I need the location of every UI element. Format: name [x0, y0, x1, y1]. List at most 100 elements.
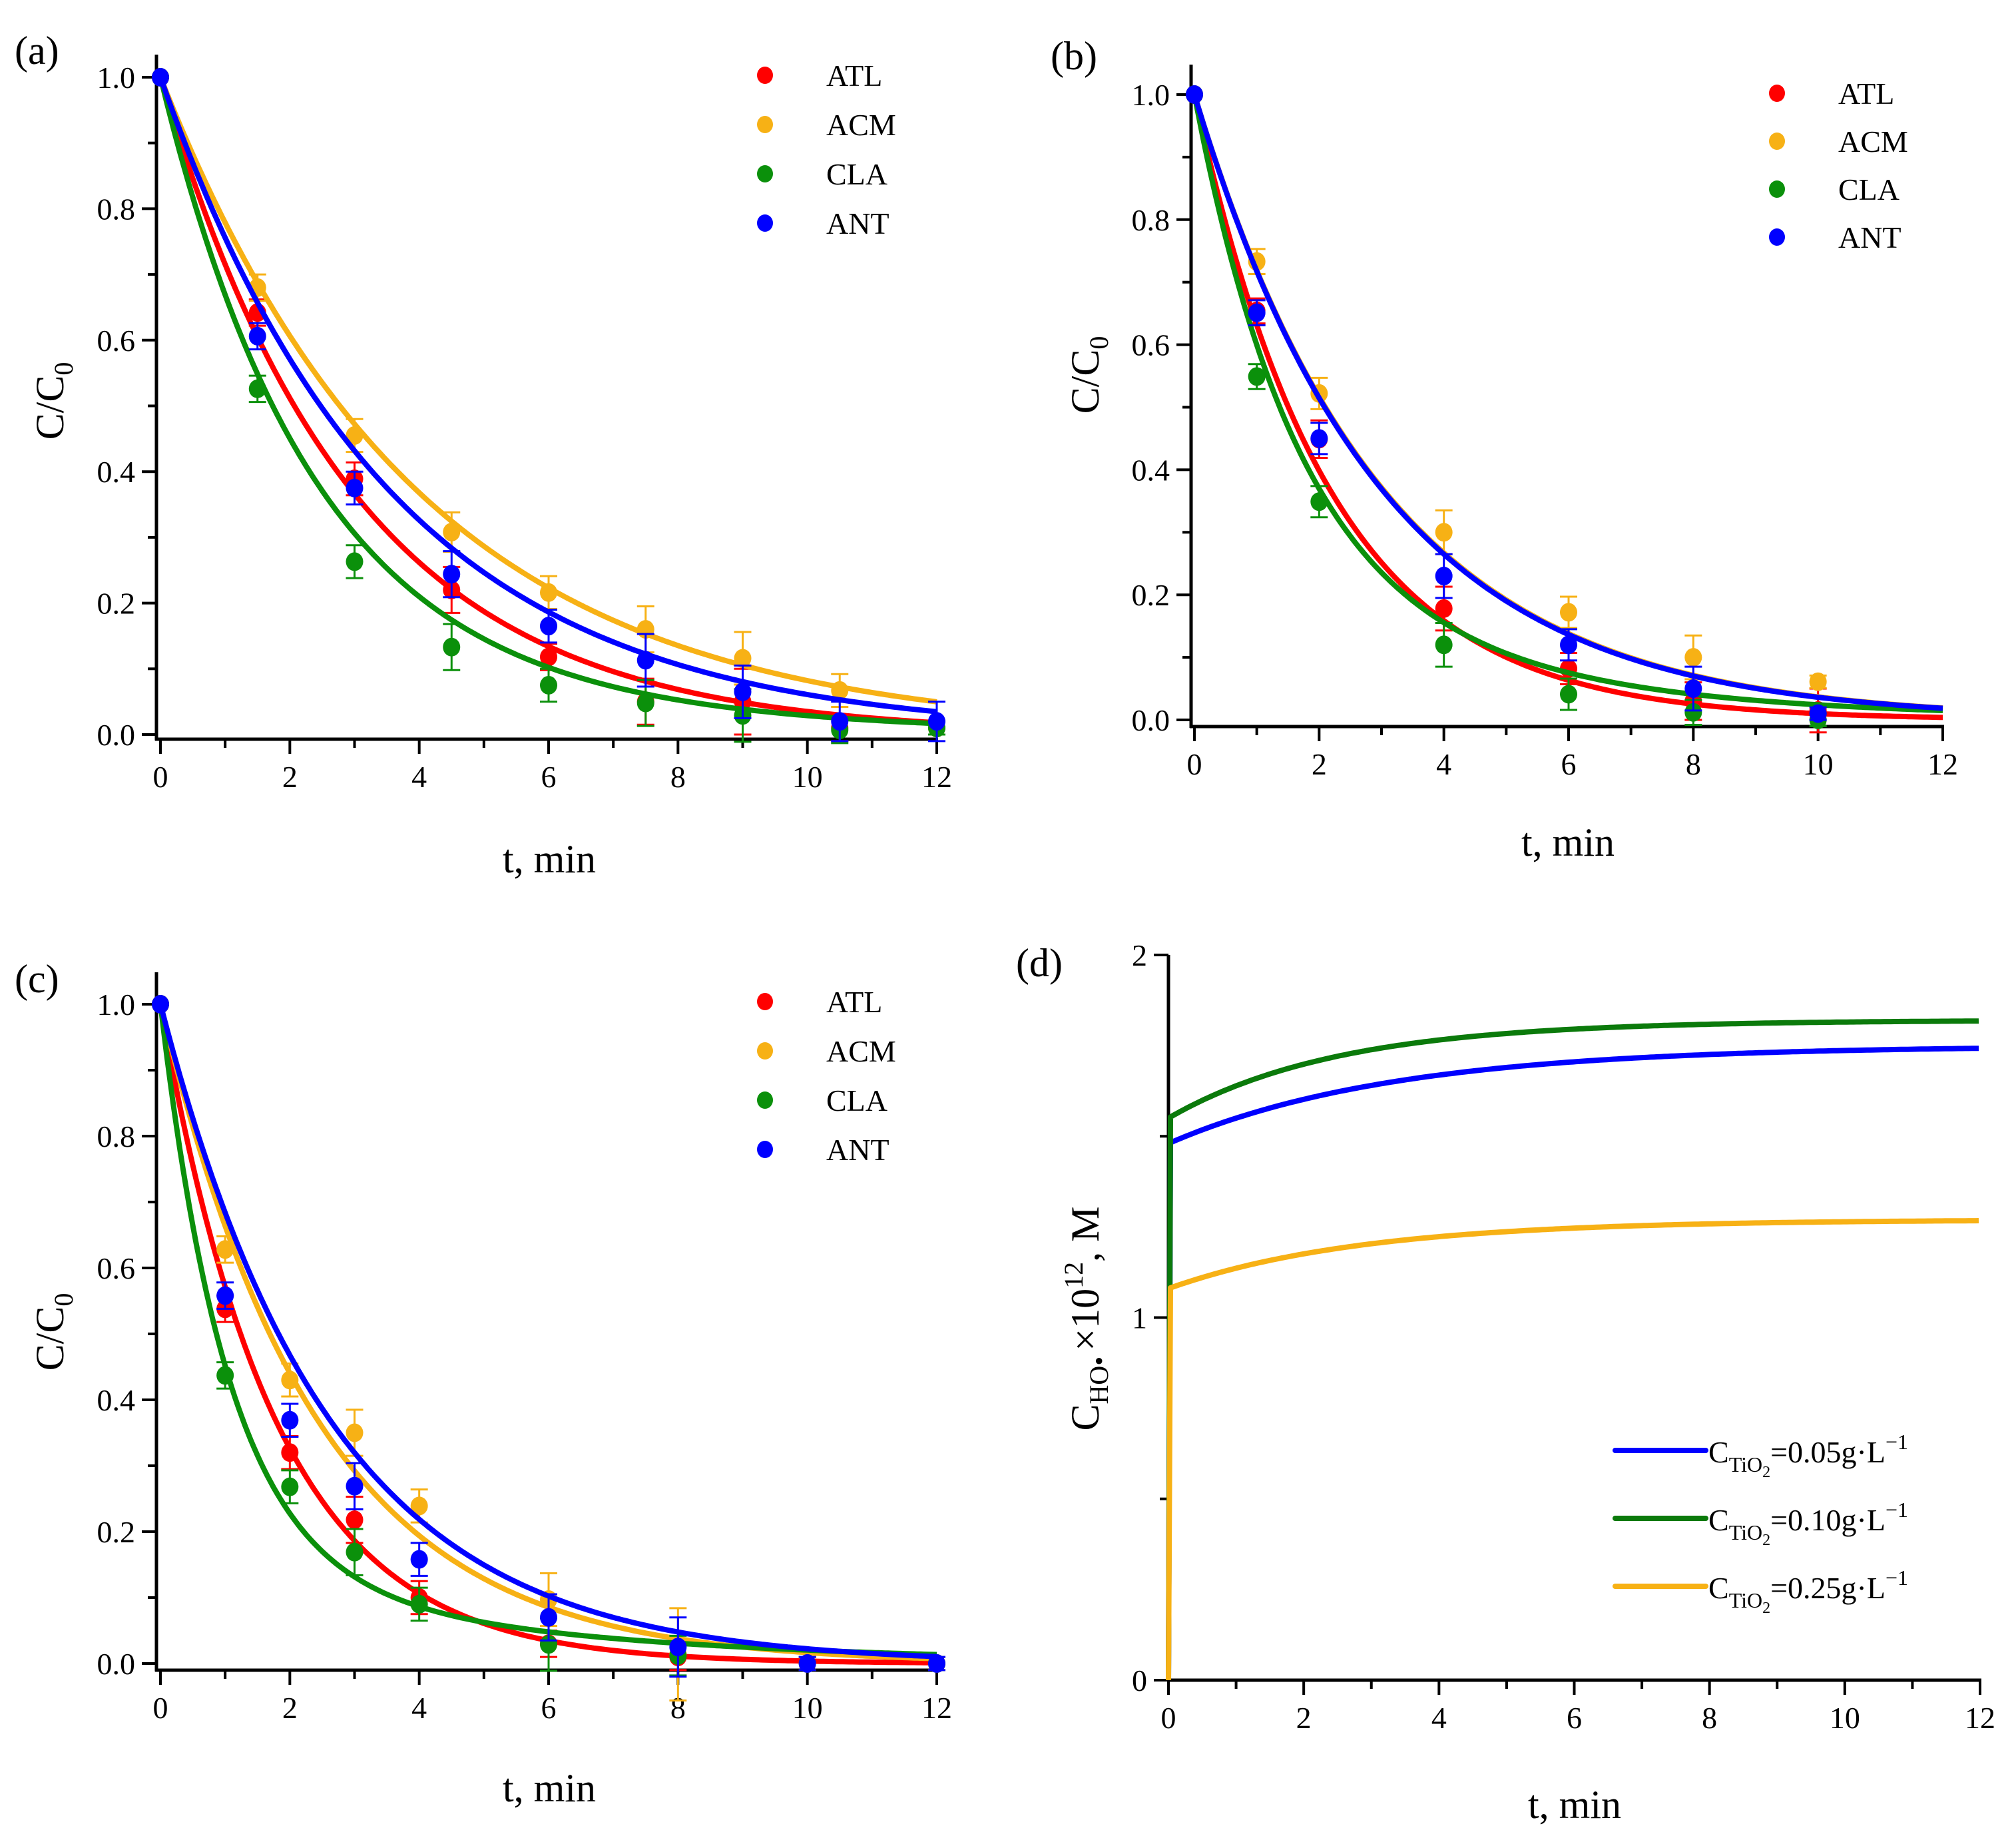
legend-label-sub2: 2: [1762, 1464, 1770, 1481]
data-point: [281, 1443, 299, 1462]
y-tick-label: 0.4: [1132, 453, 1170, 487]
y-tick-label: 0.4: [97, 455, 136, 489]
legend-marker: [1769, 85, 1785, 102]
panel-b: 0 2 4 6 8 10 120.00.20.40.60.81.0(b)t, minC/C0…: [1051, 34, 1958, 864]
data-point: [410, 1550, 428, 1569]
y-tick-label: 0.2: [1132, 578, 1170, 612]
y-tick-label: 1.0: [1132, 78, 1170, 112]
data-point: [248, 379, 266, 398]
y-tick-label: 0.0: [97, 718, 136, 752]
legend-label: ACM: [826, 108, 896, 142]
legend-marker: [757, 1091, 773, 1109]
x-tick-label: 10: [1803, 747, 1834, 781]
data-point: [831, 712, 849, 731]
data-point: [798, 1654, 816, 1673]
legend-marker: [1769, 228, 1785, 246]
data-point: [346, 478, 364, 497]
data-point: [152, 995, 169, 1014]
y-tick-label: 0.2: [97, 1515, 136, 1549]
panel-c: 0 2 4 6 8 10 120.00.20.40.60.81.0(c)t, minC/C0…: [15, 957, 952, 1810]
series-ant: [1186, 85, 1943, 723]
y-axis-title-sub: HO•: [1084, 1357, 1114, 1404]
x-tick-label: 10: [792, 760, 823, 794]
legend-label: ATL: [1838, 77, 1894, 111]
x-tick-label: 2: [1296, 1701, 1312, 1735]
data-point: [281, 1477, 299, 1496]
y-tick-label: 0.8: [97, 1119, 136, 1153]
legend-label: ANT: [1838, 220, 1901, 254]
x-tick-label: 4: [1431, 1701, 1447, 1735]
panel-label: (d): [1016, 941, 1063, 985]
x-tick-label: 12: [1927, 747, 1958, 781]
x-tick-label: 4: [411, 1691, 427, 1725]
legend-label-main: C: [1708, 1435, 1729, 1469]
y-axis-title-sub: 0: [49, 362, 79, 376]
legend-marker: [757, 214, 773, 232]
x-tick-label: 12: [921, 760, 952, 794]
data-point: [443, 565, 461, 584]
y-tick-label: 1.0: [97, 988, 136, 1022]
x-tick-label: 6: [541, 760, 557, 794]
legend-label-rest: =0.10g·L: [1770, 1503, 1886, 1537]
x-tick-label: 12: [1965, 1701, 1995, 1735]
y-tick-label: 1.0: [97, 61, 136, 95]
y-tick-label: 0.6: [97, 1251, 136, 1285]
legend-label: ANT: [826, 1133, 889, 1167]
y-axis-title: C/C0: [1063, 336, 1114, 414]
y-axis-title: C/C0: [28, 362, 79, 440]
y-axis-title-main: C: [1063, 1404, 1107, 1430]
legend-marker: [757, 1042, 773, 1060]
data-point: [540, 647, 557, 667]
panel-label: (c): [15, 957, 59, 1001]
data-point: [216, 1240, 234, 1259]
data-point: [636, 693, 654, 713]
legend-label: ACM: [1838, 125, 1908, 158]
x-axis-title: t, min: [503, 1766, 596, 1810]
x-tick-label: 2: [282, 1691, 298, 1725]
data-point: [669, 1638, 687, 1657]
y-tick-label: 0.0: [1132, 703, 1170, 737]
legend-label: ANT: [826, 206, 889, 240]
legend-label: CLA: [826, 1083, 887, 1117]
data-point: [216, 1286, 234, 1305]
legend-label-sub2: 2: [1762, 1532, 1770, 1549]
data-point: [346, 1423, 364, 1442]
x-tick-label: 6: [1567, 1701, 1582, 1735]
legend-marker: [757, 1141, 773, 1158]
x-tick-label: 8: [1702, 1701, 1717, 1735]
series-ctio2-0-05g-l-1: [1166, 1046, 1979, 1681]
y-axis-title-main: C/C: [28, 1307, 72, 1371]
data-point: [410, 1496, 428, 1516]
legend-label-sub: TiO: [1729, 1588, 1762, 1612]
data-point: [540, 1608, 557, 1627]
y-tick-label: 0.4: [97, 1383, 136, 1417]
legend-marker: [757, 116, 773, 133]
data-point: [831, 681, 849, 700]
legend-label: CTiO2=0.05g·L−1: [1708, 1430, 1908, 1481]
data-point: [443, 637, 461, 657]
data-point: [346, 426, 364, 445]
series-acm: [1186, 85, 1943, 711]
y-axis-title-main: C/C: [1063, 350, 1107, 414]
legend-marker: [757, 67, 773, 84]
legend-label-rest: =0.05g·L: [1770, 1435, 1886, 1469]
x-tick-label: 0: [1187, 747, 1202, 781]
data-point: [1310, 492, 1328, 511]
y-tick-label: 0.6: [1132, 328, 1170, 362]
data-point: [1684, 703, 1702, 722]
legend-label: CLA: [1838, 172, 1899, 206]
data-point: [1684, 679, 1702, 699]
data-point: [1435, 567, 1453, 586]
data-point: [1186, 85, 1203, 104]
y-axis-title-main: C/C: [28, 376, 72, 440]
data-point: [1560, 603, 1577, 622]
y-axis-title-mid: ×10: [1063, 1289, 1107, 1351]
fit-curve: [158, 77, 937, 727]
y-tick-label: 0.8: [97, 192, 136, 226]
data-point: [1310, 429, 1328, 448]
fit-curve: [158, 1003, 937, 1660]
x-tick-label: 6: [541, 1691, 557, 1725]
data-point: [1684, 648, 1702, 667]
series-ctio2-0-25g-l-1: [1166, 1218, 1979, 1681]
